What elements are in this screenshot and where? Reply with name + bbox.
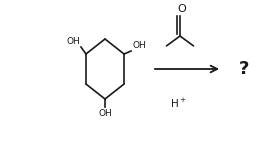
Text: ?: ? <box>239 60 249 78</box>
Text: OH: OH <box>98 109 112 118</box>
Text: OH: OH <box>132 41 146 50</box>
Text: OH: OH <box>66 37 80 46</box>
Text: O: O <box>177 4 186 14</box>
Text: H$^+$: H$^+$ <box>170 96 186 110</box>
